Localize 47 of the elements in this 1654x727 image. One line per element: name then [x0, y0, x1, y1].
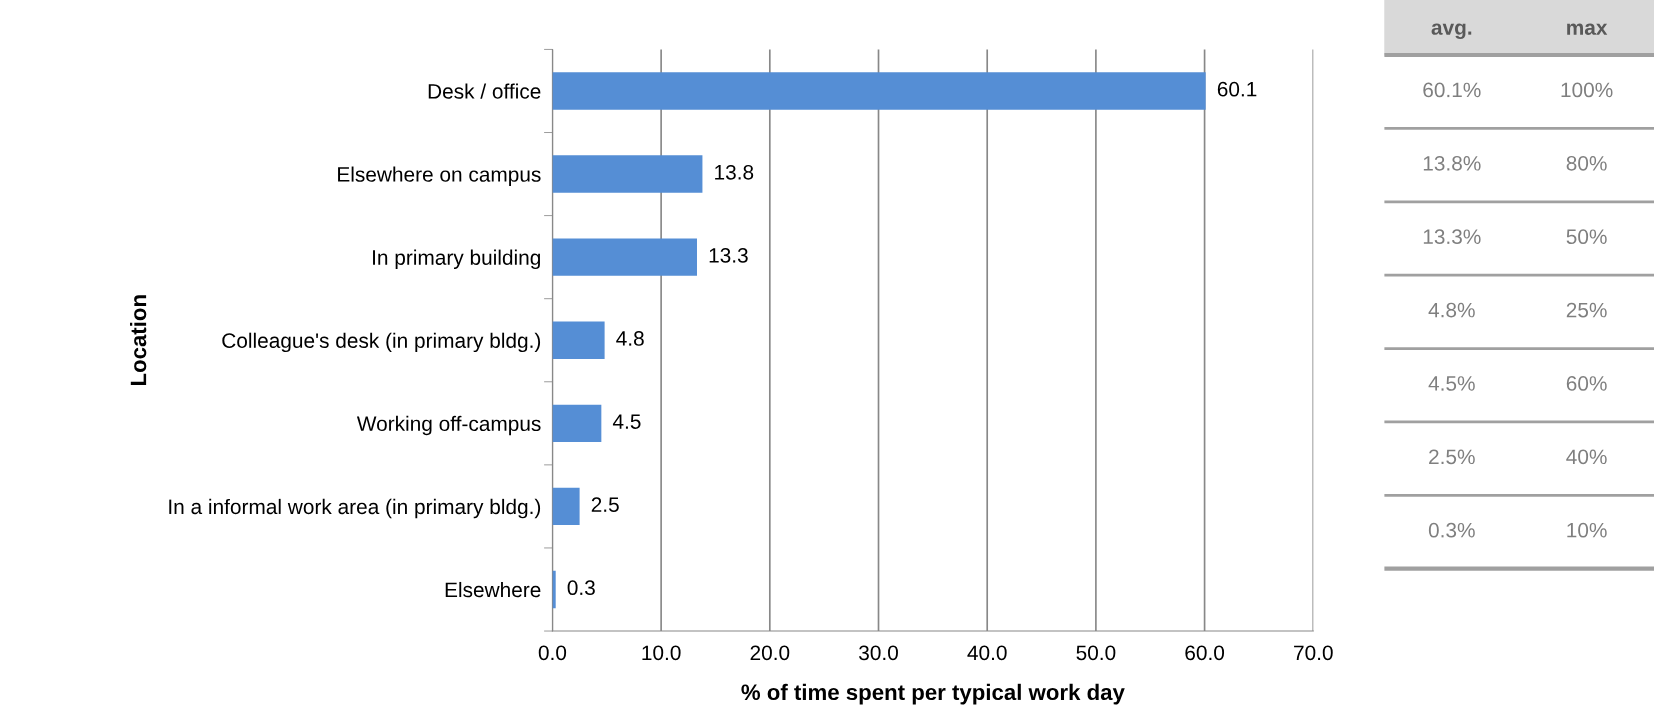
bar	[552, 487, 580, 526]
text: 4.5%	[1428, 376, 1475, 391]
bar	[552, 404, 602, 443]
data-label: 60.1	[1217, 81, 1257, 97]
text: 13.3%	[1423, 229, 1481, 245]
text: 40%	[1566, 449, 1607, 465]
data-label: 4.5	[612, 414, 641, 429]
data-label: 4.8	[616, 331, 644, 346]
text: 10%	[1567, 522, 1607, 538]
x-tick-label: 50.0	[1076, 645, 1116, 661]
text: 60%	[1566, 376, 1607, 391]
y-tick-label: Working off-campus	[356, 415, 541, 436]
text: 60.1%	[1423, 82, 1481, 98]
data-label: 0.3	[567, 580, 595, 596]
bar	[552, 570, 556, 609]
y-tick-label: Elsewhere	[445, 581, 541, 598]
data-label: 13.3	[709, 247, 748, 263]
category-label: avg.	[1431, 23, 1472, 40]
y-tick-label: Colleague's desk (in primary bldg.)	[222, 332, 541, 353]
x-tick-label: 10.0	[642, 645, 681, 661]
bar	[552, 238, 697, 276]
text: 2.5%	[1429, 449, 1475, 465]
y-tick-label: Desk / office	[428, 83, 541, 99]
bar	[552, 321, 605, 359]
y-tick-label: Elsewhere on campus	[338, 166, 541, 186]
text: 50%	[1566, 229, 1607, 245]
x-tick-label: 70.0	[1294, 645, 1333, 661]
x-tick-label: 40.0	[967, 645, 1007, 661]
x-tick-label: 20.0	[750, 645, 790, 661]
x-tick-label: 30.0	[859, 645, 898, 661]
bar	[552, 155, 703, 193]
text: 80%	[1566, 155, 1607, 171]
category-label: max	[1567, 23, 1608, 35]
bar	[552, 72, 1206, 110]
text: 13.8%	[1423, 155, 1481, 171]
data-label: 13.8	[715, 164, 754, 180]
text: 4.8%	[1428, 302, 1475, 318]
x-axis-title: % of time spent per typical work day	[741, 683, 1125, 705]
text: 0.3%	[1428, 522, 1475, 538]
text: 25%	[1566, 302, 1607, 318]
y-tick-label: In primary building	[373, 249, 540, 270]
x-tick-label: 60.0	[1185, 645, 1225, 661]
text: 100%	[1561, 82, 1613, 98]
x-tick-label: 0.0	[538, 645, 567, 661]
data-label: 2.5	[591, 497, 619, 512]
y-tick-label: In a informal work area (in primary bldg.)	[169, 498, 541, 519]
y-axis-title: Location	[130, 295, 147, 386]
